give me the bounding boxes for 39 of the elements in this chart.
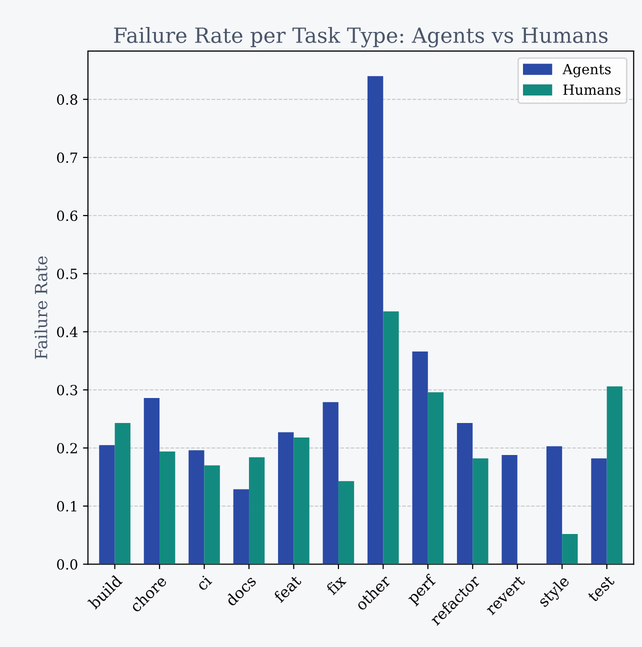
y-tick-label: 0.0 [57, 559, 78, 570]
bar [428, 392, 444, 564]
y-tick-label: 0.7 [57, 152, 78, 163]
legend-label: Agents [562, 64, 611, 78]
bar [144, 398, 160, 564]
bar [412, 352, 428, 564]
bar [472, 458, 488, 564]
bar [606, 386, 622, 564]
bar [188, 450, 204, 564]
chart-title: Failure Rate per Task Type: Agents vs Humans [114, 26, 608, 48]
x-tick-label: test [587, 574, 616, 603]
bar [562, 534, 578, 564]
bar [546, 446, 562, 564]
y-tick-label: 0.4 [57, 326, 78, 338]
x-tick-label: fix [325, 574, 347, 596]
bar [294, 438, 310, 564]
bar [114, 422, 130, 564]
y-tick-label: 0.6 [57, 210, 78, 222]
x-tick-label: ci [196, 574, 212, 592]
bar [591, 458, 607, 564]
y-tick-label: 0.5 [57, 268, 78, 280]
y-tick-label: 0.8 [57, 94, 78, 105]
bar [456, 422, 473, 564]
bar [204, 465, 220, 564]
y-tick-label: 0.2 [57, 442, 77, 454]
bar [322, 402, 338, 564]
y-tick-label: 0.1 [57, 501, 76, 512]
bar [368, 76, 384, 564]
bar [233, 489, 249, 564]
bar [160, 451, 176, 564]
bar [383, 311, 399, 564]
bar [99, 445, 115, 564]
bar [502, 454, 518, 564]
bar [278, 432, 294, 564]
bar [248, 457, 265, 564]
legend-label: Humans [563, 84, 620, 95]
y-axis-title: Failure Rate [34, 256, 48, 359]
y-tick-label: 0.3 [57, 384, 78, 396]
bar [338, 481, 354, 564]
